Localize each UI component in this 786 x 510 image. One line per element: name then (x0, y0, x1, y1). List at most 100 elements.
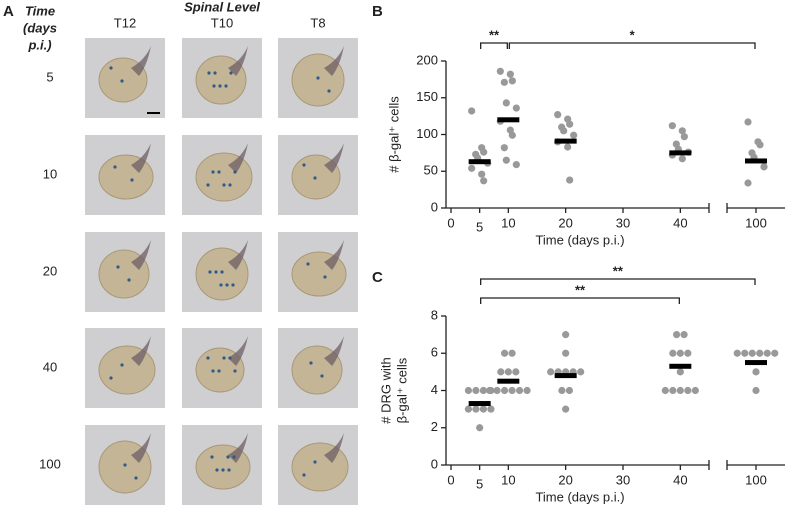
mean-bar (745, 158, 767, 164)
data-point (472, 386, 480, 395)
nerve-root (228, 240, 248, 270)
stained-cell (313, 460, 317, 464)
significance-bracket (480, 297, 680, 304)
data-point (566, 120, 574, 128)
nerve-root (131, 143, 151, 173)
stained-cell (116, 265, 120, 269)
stained-cell (134, 476, 138, 480)
column-label: T10 (211, 15, 233, 30)
x-tick-label: 100 (745, 472, 767, 487)
y-tick-label: 8 (431, 307, 438, 322)
data-point (676, 386, 684, 395)
stained-cell (212, 84, 216, 88)
significance-label: * (630, 27, 636, 42)
data-point (554, 111, 562, 119)
stained-cell (233, 170, 237, 174)
x-tick-label: 5 (476, 476, 483, 491)
nerve-root (131, 240, 151, 270)
drg-tissue (98, 345, 156, 395)
x-tick-label: 5 (476, 219, 483, 234)
nerve-root (324, 143, 344, 173)
data-point (500, 349, 509, 357)
significance-bracket (508, 42, 756, 49)
y-tick-label: 0 (431, 456, 438, 471)
data-point (763, 349, 771, 357)
mean-bar (554, 138, 577, 144)
data-point (479, 386, 488, 395)
data-point (733, 349, 741, 357)
data-point (678, 155, 686, 163)
data-point (560, 127, 568, 135)
data-point (661, 386, 669, 395)
data-point (562, 331, 570, 339)
stained-cell (113, 165, 117, 169)
y-tick-label: 50 (424, 163, 438, 178)
stained-cell (123, 463, 127, 467)
stained-cell (224, 84, 228, 88)
data-point (464, 405, 473, 413)
y-tick-label: 200 (416, 52, 438, 67)
x-tick-label: 40 (673, 472, 687, 487)
data-point (500, 386, 509, 395)
significance-label: ** (489, 27, 500, 42)
stained-cell (109, 66, 113, 70)
data-point (669, 386, 677, 395)
data-point (476, 424, 484, 432)
stained-cell (232, 455, 236, 459)
data-point (558, 386, 566, 395)
stained-cell (217, 369, 221, 373)
stained-cell (127, 278, 131, 282)
x-tick-label: 10 (501, 472, 515, 487)
stained-cell (120, 79, 124, 83)
mean-bar (745, 360, 767, 366)
data-point (472, 405, 480, 413)
y-axis-title: β-gal⁺ cells (394, 357, 409, 423)
data-point (562, 349, 570, 357)
data-point (684, 386, 692, 395)
y-tick-label: 4 (431, 382, 438, 397)
data-point (480, 148, 488, 156)
data-point (680, 133, 688, 141)
x-axis-title: Time (days p.i.) (535, 489, 624, 504)
y-tick-label: 2 (431, 419, 438, 434)
stained-cell (120, 363, 124, 367)
data-point (752, 368, 760, 376)
stained-cell (222, 356, 226, 360)
significance-bracket (480, 278, 756, 285)
column-label: T8 (310, 15, 325, 30)
data-point (744, 118, 752, 126)
data-point (504, 368, 512, 376)
stained-cell (225, 283, 229, 287)
stained-cell (233, 369, 237, 373)
x-tick-label: 30 (616, 472, 630, 487)
mean-bar (497, 378, 520, 384)
data-point (756, 141, 764, 149)
data-point (771, 349, 779, 357)
data-point (508, 349, 516, 357)
stained-cell (309, 361, 313, 365)
data-point (478, 170, 486, 178)
significance-bracket (480, 42, 508, 49)
y-tick-label: 100 (416, 126, 438, 141)
stained-cell (215, 468, 219, 472)
y-axis-title: # β-gal⁺ cells (386, 96, 401, 173)
data-point (500, 144, 508, 152)
data-point (485, 386, 494, 395)
y-tick-label: 0 (431, 199, 438, 214)
data-point (676, 368, 684, 376)
data-point (678, 127, 686, 135)
stained-cell (210, 455, 214, 459)
nerve-root (131, 433, 151, 463)
mean-bar (497, 117, 520, 123)
nerve-root (324, 433, 344, 463)
data-point (487, 405, 495, 413)
time-header: p.i.) (27, 37, 51, 52)
x-tick-label: 30 (616, 215, 630, 230)
stained-cell (313, 176, 317, 180)
mean-bar (468, 401, 491, 407)
stained-cell (323, 275, 327, 279)
data-point (566, 176, 574, 184)
data-point (479, 405, 488, 413)
data-point (508, 131, 516, 139)
column-label: T12 (114, 15, 136, 30)
